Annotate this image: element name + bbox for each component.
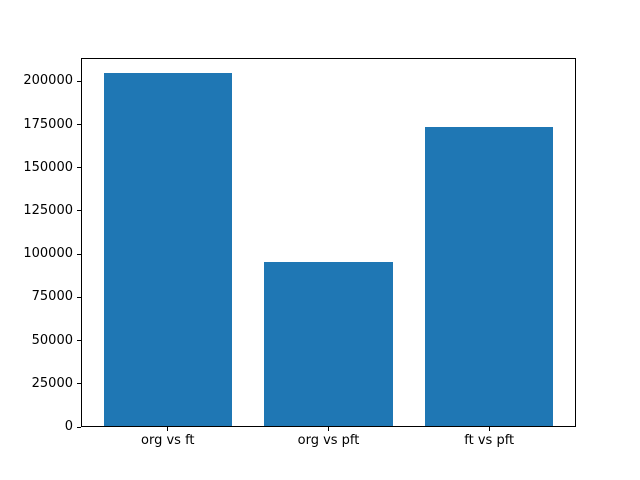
y-tick-mark xyxy=(77,80,81,82)
bar xyxy=(424,127,554,426)
y-tick-label: 75000 xyxy=(31,289,73,305)
x-tick-label: org vs pft xyxy=(297,433,360,448)
x-tick-label: ft vs pft xyxy=(464,433,515,448)
y-tick-label: 25000 xyxy=(31,375,73,391)
plot-area xyxy=(81,58,576,427)
y-tick-mark xyxy=(77,296,81,298)
bar xyxy=(103,73,233,426)
x-tick-label: org vs ft xyxy=(141,433,195,448)
y-tick-mark xyxy=(77,210,81,212)
x-tick-mark xyxy=(328,427,329,431)
y-tick-label: 50000 xyxy=(31,332,73,348)
x-tick-mark xyxy=(488,427,490,431)
bar xyxy=(264,261,393,426)
y-tick-label: 150000 xyxy=(23,159,73,175)
y-tick-label: 0 xyxy=(64,419,73,434)
y-tick-mark xyxy=(77,167,81,169)
y-tick-mark xyxy=(77,340,81,342)
y-tick-mark xyxy=(77,426,81,428)
y-tick-label: 175000 xyxy=(23,116,73,132)
x-tick-mark xyxy=(167,427,169,431)
y-tick-label: 125000 xyxy=(23,202,73,218)
y-tick-label: 200000 xyxy=(23,73,73,89)
y-tick-mark xyxy=(77,253,81,255)
y-tick-mark xyxy=(77,124,81,126)
y-tick-mark xyxy=(77,383,81,385)
y-tick-label: 100000 xyxy=(23,246,73,262)
